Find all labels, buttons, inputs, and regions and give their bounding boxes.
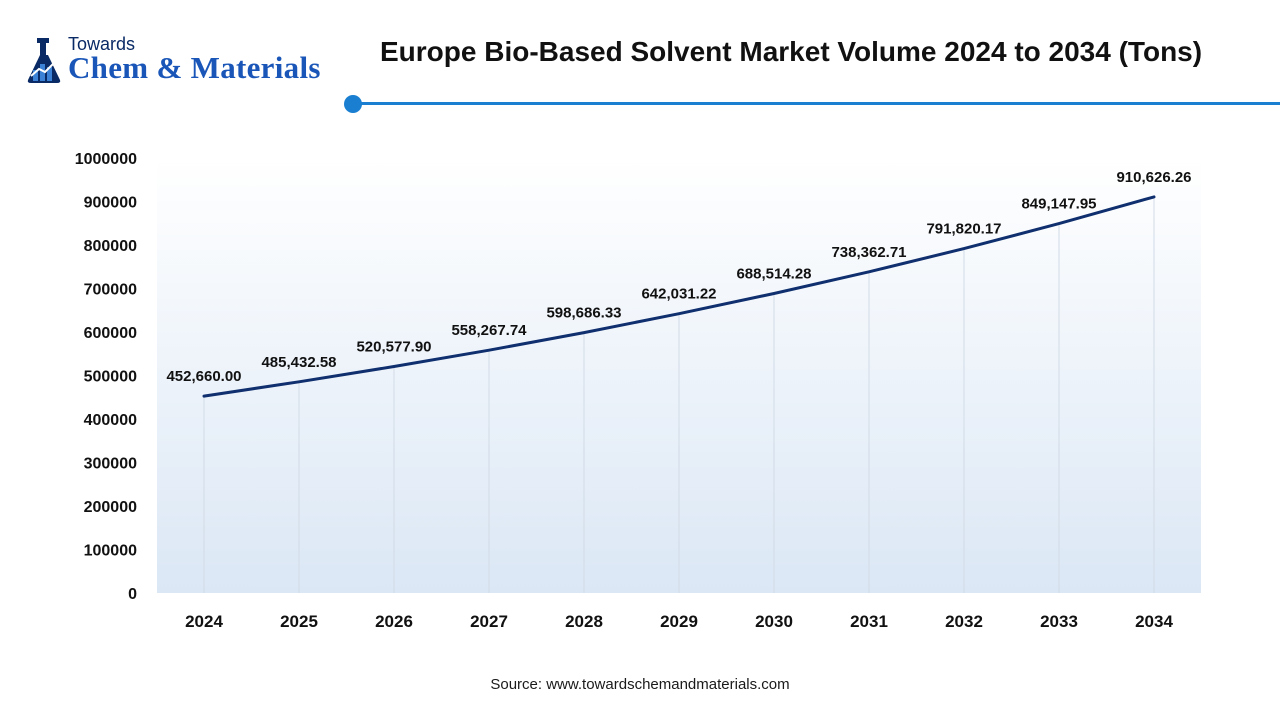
vertical-gridlines	[203, 196, 1155, 593]
x-tick-label: 2032	[945, 612, 983, 631]
data-label: 452,660.00	[166, 368, 241, 385]
data-labels: 452,660.00 485,432.58 520,577.90 558,267.74…	[166, 169, 1191, 385]
data-label: 791,820.17	[926, 221, 1001, 238]
y-tick-label: 600000	[84, 325, 137, 342]
x-tick-label: 2033	[1040, 612, 1078, 631]
data-label: 485,432.58	[261, 354, 336, 371]
x-tick-label: 2028	[565, 612, 603, 631]
y-tick-label: 900000	[84, 195, 137, 212]
x-tick-label: 2030	[755, 612, 793, 631]
x-tick-label: 2031	[850, 612, 888, 631]
data-label: 598,686.33	[546, 305, 621, 322]
data-label: 642,031.22	[641, 286, 716, 303]
data-label: 558,267.74	[451, 322, 527, 339]
y-tick-label: 400000	[84, 412, 137, 429]
x-tick-label: 2025	[280, 612, 318, 631]
brand-logo[interactable]: Towards Chem & Materials	[22, 34, 342, 90]
x-axis-ticks: 2024 2025 2026 2027 2028 2029 2030 2031 2032 2033…	[185, 612, 1173, 631]
divider-dot	[344, 95, 362, 113]
x-tick-label: 2024	[185, 612, 223, 631]
y-tick-label: 700000	[84, 282, 137, 299]
x-tick-label: 2034	[1135, 612, 1173, 631]
y-tick-label: 300000	[84, 456, 137, 473]
y-tick-label: 1000000	[75, 151, 137, 168]
x-tick-label: 2029	[660, 612, 698, 631]
y-tick-label: 200000	[84, 499, 137, 516]
divider-line	[352, 102, 1280, 105]
data-label: 520,577.90	[356, 339, 431, 356]
data-label: 738,362.71	[831, 244, 906, 261]
chart-title: Europe Bio-Based Solvent Market Volume 2…	[380, 36, 1203, 67]
y-tick-label: 500000	[84, 369, 137, 386]
brand-top-text: Towards	[68, 34, 136, 54]
series-line	[202, 195, 1156, 398]
data-label: 910,626.26	[1116, 169, 1191, 186]
source-note: Source: www.towardschemandmaterials.com	[490, 676, 790, 693]
data-label: 688,514.28	[736, 265, 811, 282]
y-tick-label: 100000	[84, 543, 137, 560]
data-label: 849,147.95	[1021, 196, 1096, 213]
y-axis-ticks: 0 100000 200000 300000 400000 500000 600000 700…	[75, 151, 137, 603]
title-divider	[344, 94, 1280, 114]
x-tick-label: 2027	[470, 612, 508, 631]
y-tick-label: 800000	[84, 238, 137, 255]
y-tick-label: 0	[128, 586, 137, 603]
brand-main-text: Chem & Materials	[68, 50, 321, 85]
x-tick-label: 2026	[375, 612, 413, 631]
flask-icon	[27, 38, 61, 83]
